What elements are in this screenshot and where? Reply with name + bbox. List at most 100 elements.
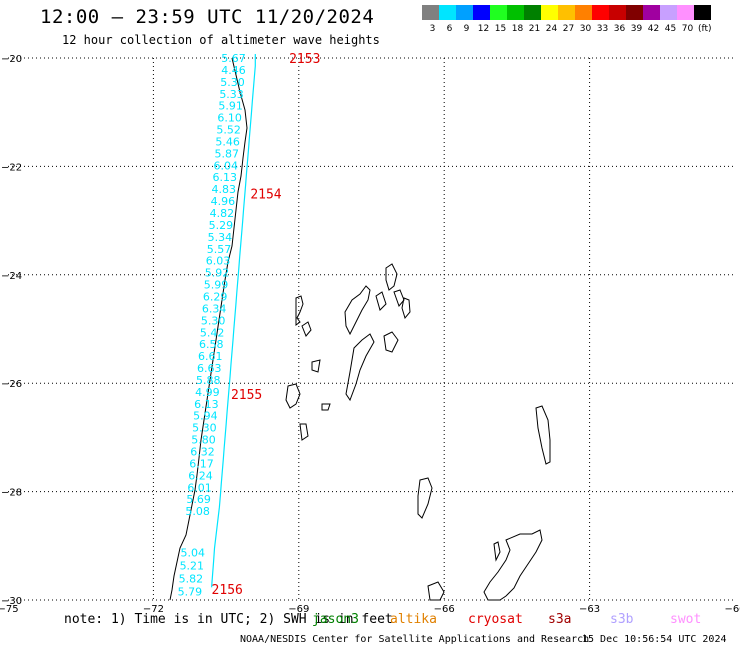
coastline — [169, 57, 248, 601]
swh-value: 5.30 — [192, 422, 217, 435]
lat-tick-label: −20 — [1, 54, 22, 65]
swh-value: 4.99 — [195, 386, 220, 399]
lon-tick-label: −66 — [434, 604, 455, 615]
swh-value: 5.21 — [180, 559, 205, 572]
legend-label: 42 — [648, 24, 659, 34]
lat-tick-label: −24 — [1, 271, 22, 282]
swh-value: 5.08 — [185, 505, 210, 518]
swh-value: 5.29 — [209, 219, 234, 232]
swh-value: 6.61 — [198, 350, 223, 363]
swh-value: 5.94 — [193, 410, 218, 423]
legend-label: 12 — [478, 24, 489, 34]
legend-swatch — [660, 5, 677, 20]
swh-value: 5.82 — [179, 572, 204, 585]
swh-value: 5.30 — [220, 76, 245, 89]
legend-label: 39 — [631, 24, 643, 34]
legend-swatch — [677, 5, 694, 20]
lon-tick-label: −60 — [724, 604, 740, 615]
lon-tick-label: −69 — [288, 604, 309, 615]
swh-value: 6.17 — [189, 457, 214, 470]
legend-swatch — [694, 5, 711, 20]
legend-swatch — [490, 5, 507, 20]
swh-value: 5.67 — [221, 52, 246, 65]
legend-swatch — [541, 5, 558, 20]
legend-unit: (ft) — [698, 24, 712, 34]
lat-tick-label: −28 — [1, 488, 22, 499]
swh-value: 6.34 — [202, 302, 227, 315]
legend-swatch — [439, 5, 456, 20]
legend-swatch — [643, 5, 660, 20]
credit-date: 15 Dec 10:56:54 UTC 2024 — [582, 634, 727, 645]
swh-value: 5.52 — [216, 124, 241, 137]
swh-labels: 5.674.465.305.335.916.105.525.465.876.04… — [178, 52, 246, 598]
swh-value: 4.96 — [211, 195, 236, 208]
satellite-altika: altika — [390, 612, 437, 627]
time-label: 2154 — [250, 188, 281, 203]
legend-label: 27 — [563, 24, 574, 34]
legend-swatch — [592, 5, 609, 20]
inland-outlines — [285, 263, 551, 601]
axis-labels: −75 −72 −69 −66 −63 −60 −20 −22 −24 −26 −28 −30 — [0, 54, 740, 615]
time-label: 2155 — [231, 388, 262, 403]
swh-value: 4.83 — [212, 183, 237, 196]
swh-value: 5.92 — [205, 267, 230, 280]
map-grid — [8, 57, 735, 601]
credit-line: NOAA/NESDIS Center for Satellite Applica… — [240, 634, 590, 645]
satellite-swot: swot — [670, 612, 702, 627]
swh-value: 6.58 — [199, 338, 224, 351]
time-label: 2156 — [212, 583, 243, 598]
footer-note: note: 1) Time is in UTC; 2) SWH is in fe… — [64, 612, 393, 627]
page-subtitle: 12 hour collection of altimeter wave hei… — [62, 33, 380, 47]
swh-value: 6.29 — [203, 290, 228, 303]
legend-swatch — [473, 5, 490, 20]
legend-label: 6 — [447, 24, 453, 34]
swh-value: 6.10 — [217, 112, 242, 125]
legend-label: 36 — [614, 24, 626, 34]
swh-value: 5.57 — [207, 243, 232, 256]
swh-value: 5.80 — [191, 434, 216, 447]
legend-swatch — [609, 5, 626, 20]
swh-value: 6.01 — [187, 481, 212, 494]
swh-value: 5.33 — [219, 88, 244, 101]
legend-label: 33 — [597, 24, 608, 34]
lon-tick-label: −63 — [579, 604, 600, 615]
swh-value: 4.46 — [221, 64, 246, 77]
legend-label: 9 — [464, 24, 470, 34]
legend-label: 15 — [495, 24, 506, 34]
swh-value: 6.13 — [194, 398, 219, 411]
page-title: 12:00 – 23:59 UTC 11/20/2024 — [40, 6, 375, 28]
legend-swatch — [524, 5, 541, 20]
swh-value: 6.03 — [206, 255, 231, 268]
satellite-cryosat: cryosat — [468, 612, 523, 627]
legend-label: 3 — [430, 24, 436, 34]
satellite-jason3: jason3 — [312, 612, 359, 627]
swh-value: 4.82 — [210, 207, 235, 220]
swh-value: 6.32 — [190, 445, 215, 458]
legend-label: 70 — [682, 24, 694, 34]
swh-value: 5.91 — [218, 100, 243, 113]
lat-tick-label: −22 — [1, 162, 22, 173]
lat-tick-label: −30 — [1, 596, 22, 607]
lon-tick-label: −72 — [143, 604, 164, 615]
satellite-s3a: s3a — [548, 612, 572, 627]
swh-value: 5.88 — [196, 374, 221, 387]
legend-swatch — [558, 5, 575, 20]
legend-label: 24 — [546, 24, 558, 34]
lon-tick-label: −75 — [0, 604, 19, 615]
legend-label: 18 — [512, 24, 524, 34]
color-legend: 3 6 9 12 15 18 21 24 27 30 33 36 39 42 45 70 (ft) — [422, 5, 712, 34]
swh-value: 5.69 — [186, 493, 211, 506]
swh-value: 5.42 — [200, 326, 225, 339]
legend-swatch — [507, 5, 524, 20]
swh-value: 5.79 — [178, 585, 203, 598]
time-labels: 2153 2154 2155 2156 — [212, 52, 321, 598]
satellite-s3b: s3b — [610, 612, 634, 627]
legend-label: 30 — [580, 24, 592, 34]
swh-value: 5.99 — [204, 279, 229, 292]
lat-tick-label: −26 — [1, 379, 22, 390]
swh-value: 6.04 — [213, 159, 238, 172]
legend-swatch — [626, 5, 643, 20]
swh-value: 5.30 — [201, 314, 226, 327]
legend-swatch — [456, 5, 473, 20]
